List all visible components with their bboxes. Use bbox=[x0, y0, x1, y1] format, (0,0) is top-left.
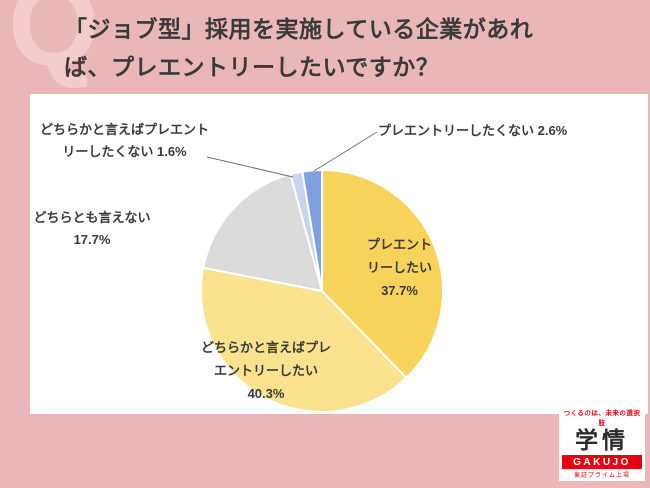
pie-label-neutral-value: 17.7% bbox=[73, 232, 111, 247]
pie-label-want: プレエント リーしたい 37.7% bbox=[352, 233, 447, 302]
pie-label-neutral: どちらとも言えない 17.7% bbox=[22, 207, 162, 251]
pie-label-not-want-line1: プレエントリーしたくない 2.6% bbox=[378, 123, 568, 138]
pie-slice-2 bbox=[202, 173, 323, 292]
logo-subtext: 東証プライム上場 bbox=[574, 473, 630, 479]
gakujo-logo: つくるのは、未来の選択肢 学情 GAKUJO 東証プライム上場 bbox=[559, 404, 645, 481]
page-title-line2: ば、プレエントリーしたいですか？ bbox=[64, 54, 440, 80]
pie-label-somewhat-not-line1: どちらかと言えばプレエント bbox=[39, 122, 209, 137]
pie-slice-1 bbox=[200, 266, 408, 413]
pie-label-want-value: 37.7% bbox=[381, 283, 418, 298]
page-title: 「ジョブ型」採用を実施している企業があれ ば、プレエントリーしたいですか？ bbox=[64, 10, 533, 86]
pie-label-somewhat-want: どちらかと言えばプレ エントリーしたい 40.3% bbox=[196, 336, 336, 405]
leader-line-somewhat-not bbox=[206, 156, 294, 178]
q-watermark: Q bbox=[8, 0, 100, 91]
pie-label-want-line1: プレエント bbox=[366, 237, 432, 252]
pie-slice-0 bbox=[321, 169, 444, 379]
pie-label-neutral-line1: どちらとも言えない bbox=[33, 210, 151, 225]
pie-chart bbox=[200, 168, 444, 413]
pie-label-somewhat-want-line2: エントリーしたい bbox=[213, 363, 318, 378]
pie-label-not-want: プレエントリーしたくない 2.6% bbox=[378, 120, 628, 142]
pie-label-want-line2: リーしたい bbox=[366, 260, 432, 275]
pie-label-somewhat-want-value: 40.3% bbox=[247, 386, 285, 401]
pie-label-somewhat-not: どちらかと言えばプレエント リーしたくない 1.6% bbox=[32, 119, 217, 163]
logo-romaji: GAKUJO bbox=[562, 455, 642, 469]
logo-tagline: つくるのは、未来の選択肢 bbox=[563, 410, 641, 427]
pie-label-somewhat-not-line2: リーしたくない 1.6% bbox=[62, 144, 187, 159]
pie-slice-4 bbox=[301, 168, 323, 292]
logo-name: 学情 bbox=[575, 427, 629, 453]
leader-line-not-want bbox=[313, 131, 378, 172]
pie-label-somewhat-want-line1: どちらかと言えばプレ bbox=[200, 340, 331, 355]
page-title-line1: 「ジョブ型」採用を実施している企業があれ bbox=[64, 16, 534, 42]
